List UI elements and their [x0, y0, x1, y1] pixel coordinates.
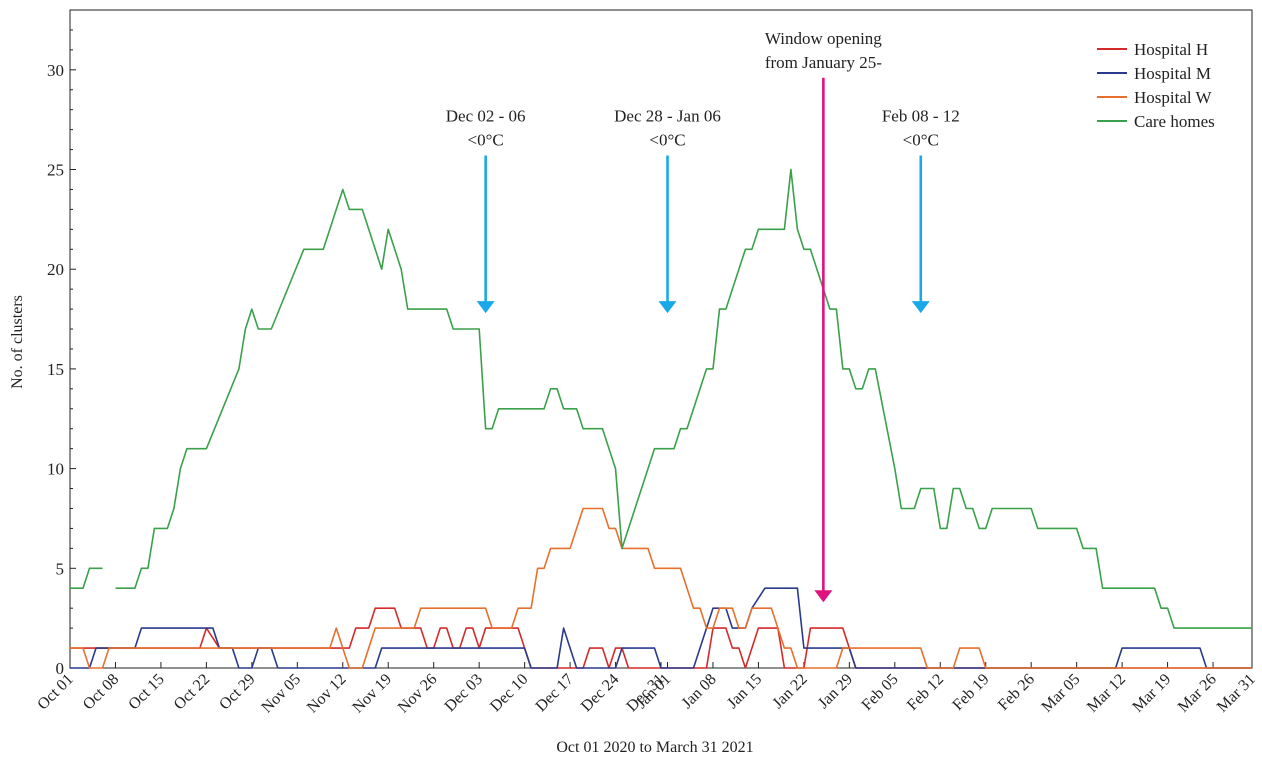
x-tick-label: Oct 29 [216, 671, 259, 714]
x-tick-label: Nov 12 [304, 671, 350, 717]
x-tick-label: Jan 22 [769, 671, 810, 712]
series-line-hospital-w [70, 507, 1252, 669]
series-line-care-homes [70, 168, 1252, 629]
legend-label: Hospital W [1134, 88, 1213, 107]
y-axis-label: No. of clusters [9, 295, 26, 389]
y-tick-label: 30 [47, 61, 64, 80]
y-tick-label: 5 [56, 559, 65, 578]
x-tick-label: Dec 24 [578, 671, 622, 715]
x-tick-label: Oct 08 [80, 671, 123, 714]
annotation-label: Window opening [765, 29, 882, 48]
x-tick-label: Jan 08 [679, 671, 720, 712]
x-tick-label: Feb 19 [949, 671, 992, 714]
annotation-label: from January 25- [765, 53, 882, 72]
annotation-arrowhead [658, 301, 677, 314]
legend-label: Care homes [1134, 112, 1215, 131]
y-tick-label: 10 [47, 460, 64, 479]
y-tick-label: 20 [47, 260, 64, 279]
annotation-label: Dec 02 - 06 [446, 107, 526, 126]
x-tick-label: Jan 29 [815, 671, 856, 712]
x-tick-label: Oct 22 [171, 671, 214, 714]
x-tick-label: Dec 03 [442, 671, 486, 715]
y-tick-label: 15 [47, 360, 64, 379]
x-tick-label: Mar 05 [1038, 671, 1083, 716]
annotation-arrows: Dec 02 - 06 <0°C Dec 28 - Jan 06 <0°C Feb 08… [446, 29, 960, 603]
legend: Hospital H Hospital M Hospital W Care homes [1097, 40, 1215, 131]
legend-label: Hospital M [1134, 64, 1211, 83]
x-tick-label: Oct 15 [125, 671, 168, 714]
x-tick-label: Dec 10 [487, 671, 531, 715]
series-line-hospital-m [70, 587, 1252, 669]
x-tick-label: Mar 12 [1084, 671, 1129, 716]
x-tick-label: Nov 19 [349, 671, 395, 717]
annotation-arrowhead [814, 590, 833, 603]
x-tick-label: Nov 26 [395, 671, 441, 717]
x-tick-label: Jan 15 [724, 671, 765, 712]
legend-label: Hospital H [1134, 40, 1208, 59]
y-tick-label: 25 [47, 161, 64, 180]
series-line-hospital-h [70, 607, 1252, 669]
annotation-label: <0°C [649, 131, 685, 150]
x-axis-label: Oct 01 2020 to March 31 2021 [556, 739, 753, 756]
x-axis: Oct 01 Oct 08 Oct 15 Oct 22 Oct 29 Nov 05 Nov … [34, 662, 1259, 716]
annotation-arrowhead [476, 301, 495, 314]
x-tick-label: Feb 26 [995, 671, 1038, 714]
annotation-label: Dec 28 - Jan 06 [614, 107, 721, 126]
x-tick-label: Mar 26 [1175, 671, 1220, 716]
series-lines [70, 168, 1252, 669]
x-tick-label: Dec 17 [533, 671, 577, 715]
x-tick-label: Feb 05 [858, 671, 901, 714]
annotation-label: <0°C [468, 131, 504, 150]
x-tick-label: Feb 12 [904, 671, 947, 714]
annotation-label: <0°C [903, 131, 939, 150]
x-tick-label: Mar 19 [1129, 671, 1174, 716]
y-axis: 0 5 10 15 20 25 30 [47, 9, 76, 678]
annotation-arrowhead [911, 301, 930, 314]
annotation-label: Feb 08 - 12 [882, 107, 960, 126]
y-tick-label: 0 [56, 659, 65, 678]
x-tick-label: Mar 31 [1214, 671, 1259, 716]
x-tick-label: Nov 05 [258, 671, 304, 717]
